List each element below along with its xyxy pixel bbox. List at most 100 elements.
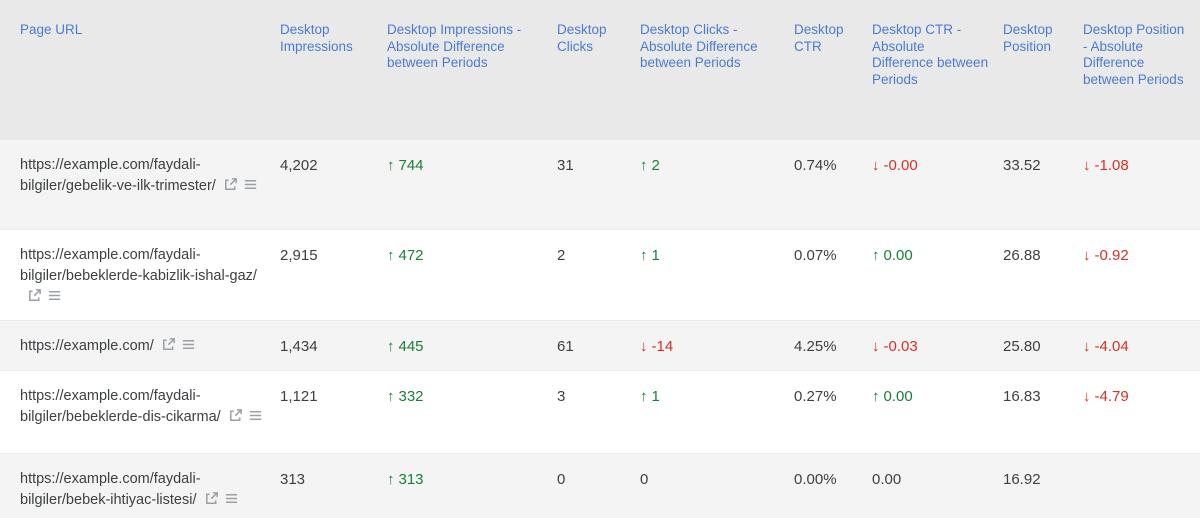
column-header-desktop-position[interactable]: Desktop Position	[1003, 22, 1053, 54]
diff-value: 445	[398, 338, 424, 355]
clicks-value: 3	[557, 388, 566, 405]
clicks-value: 2	[557, 247, 566, 264]
trend-arrow-icon: ↑	[872, 247, 880, 264]
position-diff: ↓ -1.08	[1083, 155, 1200, 176]
column-header-ctr-diff[interactable]: Desktop CTR - Absolute Difference betwee…	[872, 22, 989, 87]
diff-value: 332	[398, 388, 424, 405]
diff-value: 0.00	[872, 471, 902, 488]
page-url-link[interactable]: https://example.com/faydali-bilgiler/beb…	[20, 388, 221, 425]
page-url-link[interactable]: https://example.com/faydali-bilgiler/geb…	[20, 157, 216, 194]
trend-arrow-icon: ↑	[872, 388, 880, 405]
column-header-desktop-clicks[interactable]: Desktop Clicks	[557, 22, 607, 54]
table-header-row: Page URL Desktop Impressions Desktop Imp…	[0, 0, 1200, 140]
page-url-cell: https://example.com/	[0, 336, 280, 357]
ctr-value: 0.00%	[794, 471, 837, 488]
clicks-diff: 0	[640, 469, 794, 490]
diff-value: -4.04	[1094, 338, 1129, 355]
column-header-desktop-ctr[interactable]: Desktop CTR	[794, 22, 844, 54]
column-header-page-url[interactable]: Page URL	[20, 22, 83, 37]
diff-value: -0.03	[883, 338, 918, 355]
diff-value: -0.92	[1094, 247, 1129, 264]
clicks-diff: ↑ 1	[640, 386, 794, 407]
row-menu-icon[interactable]	[224, 491, 239, 506]
page-url-link[interactable]: https://example.com/faydali-bilgiler/beb…	[20, 471, 201, 508]
impressions-value: 1,121	[280, 388, 318, 405]
diff-value: 2	[651, 157, 660, 174]
impressions-value: 1,434	[280, 338, 318, 355]
trend-arrow-icon: ↓	[1083, 338, 1091, 355]
diff-value: 744	[398, 157, 424, 174]
diff-value: 472	[398, 247, 424, 264]
ctr-diff: 0.00	[872, 469, 1003, 490]
clicks-value: 61	[557, 338, 574, 355]
diff-value: 1	[651, 388, 660, 405]
page-url-cell: https://example.com/faydali-bilgiler/beb…	[0, 386, 280, 428]
table-row: https://example.com/faydali-bilgiler/geb…	[0, 140, 1200, 230]
row-menu-icon[interactable]	[248, 408, 263, 423]
external-link-icon[interactable]	[223, 177, 238, 192]
diff-value: -4.79	[1094, 388, 1129, 405]
impressions-value: 2,915	[280, 247, 318, 264]
clicks-diff: ↓ -14	[640, 336, 794, 357]
clicks-value: 31	[557, 157, 574, 174]
clicks-diff: ↑ 1	[640, 245, 794, 266]
column-header-clicks-diff[interactable]: Desktop Clicks - Absolute Difference bet…	[640, 22, 758, 70]
diff-value: 0.00	[883, 388, 913, 405]
impressions-diff: ↑ 313	[387, 469, 557, 490]
impressions-value: 313	[280, 471, 306, 488]
table-row: https://example.com/faydali-bilgiler/beb…	[0, 454, 1200, 518]
ctr-value: 0.07%	[794, 247, 837, 264]
ctr-diff: ↓ -0.03	[872, 336, 1003, 357]
ctr-value: 0.27%	[794, 388, 837, 405]
trend-arrow-icon: ↑	[387, 388, 395, 405]
impressions-value: 4,202	[280, 157, 318, 174]
external-link-icon[interactable]	[204, 491, 219, 506]
column-header-desktop-impressions[interactable]: Desktop Impressions	[280, 22, 353, 54]
ctr-diff: ↑ 0.00	[872, 386, 1003, 407]
ctr-value: 0.74%	[794, 157, 837, 174]
page-url-link[interactable]: https://example.com/faydali-bilgiler/beb…	[20, 247, 257, 284]
trend-arrow-icon: ↑	[387, 471, 395, 488]
table-row: https://example.com/faydali-bilgiler/beb…	[0, 230, 1200, 321]
trend-arrow-icon: ↑	[387, 157, 395, 174]
diff-value: -14	[651, 338, 674, 355]
ctr-diff: ↓ -0.00	[872, 155, 1003, 176]
ctr-value: 4.25%	[794, 338, 837, 355]
row-menu-icon[interactable]	[47, 288, 62, 303]
impressions-diff: ↑ 332	[387, 386, 557, 407]
clicks-diff: ↑ 2	[640, 155, 794, 176]
impressions-diff: ↑ 472	[387, 245, 557, 266]
trend-arrow-icon: ↑	[387, 247, 395, 264]
row-menu-icon[interactable]	[243, 177, 258, 192]
external-link-icon[interactable]	[228, 408, 243, 423]
trend-arrow-icon: ↑	[640, 247, 648, 264]
position-value: 25.80	[1003, 338, 1041, 355]
column-header-position-diff[interactable]: Desktop Position - Absolute Difference b…	[1083, 22, 1185, 87]
ctr-diff: ↑ 0.00	[872, 245, 1003, 266]
trend-arrow-icon: ↓	[872, 157, 880, 174]
trend-arrow-icon: ↑	[387, 338, 395, 355]
position-diff: ↓ -4.79	[1083, 386, 1200, 407]
position-diff: ↓ -4.04	[1083, 336, 1200, 357]
diff-value: 313	[398, 471, 424, 488]
page-url-cell: https://example.com/faydali-bilgiler/geb…	[0, 155, 280, 197]
table-row: https://example.com/ 1,434 ↑ 445 61 ↓ -14 …	[0, 321, 1200, 371]
external-link-icon[interactable]	[27, 288, 42, 303]
position-diff: ↓ -0.92	[1083, 245, 1200, 266]
diff-value: -0.00	[883, 157, 918, 174]
trend-arrow-icon: ↓	[1083, 247, 1091, 264]
diff-value: 1	[651, 247, 660, 264]
clicks-value: 0	[557, 471, 566, 488]
page-url-link[interactable]: https://example.com/	[20, 338, 154, 354]
position-value: 33.52	[1003, 157, 1041, 174]
impressions-diff: ↑ 744	[387, 155, 557, 176]
trend-arrow-icon: ↑	[640, 388, 648, 405]
trend-arrow-icon: ↓	[1083, 388, 1091, 405]
row-menu-icon[interactable]	[181, 337, 196, 352]
page-url-cell: https://example.com/faydali-bilgiler/beb…	[0, 245, 280, 308]
trend-arrow-icon: ↓	[640, 338, 648, 355]
external-link-icon[interactable]	[161, 337, 176, 352]
table-body: https://example.com/faydali-bilgiler/geb…	[0, 140, 1200, 518]
diff-value: 0.00	[883, 247, 913, 264]
column-header-impressions-diff[interactable]: Desktop Impressions - Absolute Differenc…	[387, 22, 522, 70]
